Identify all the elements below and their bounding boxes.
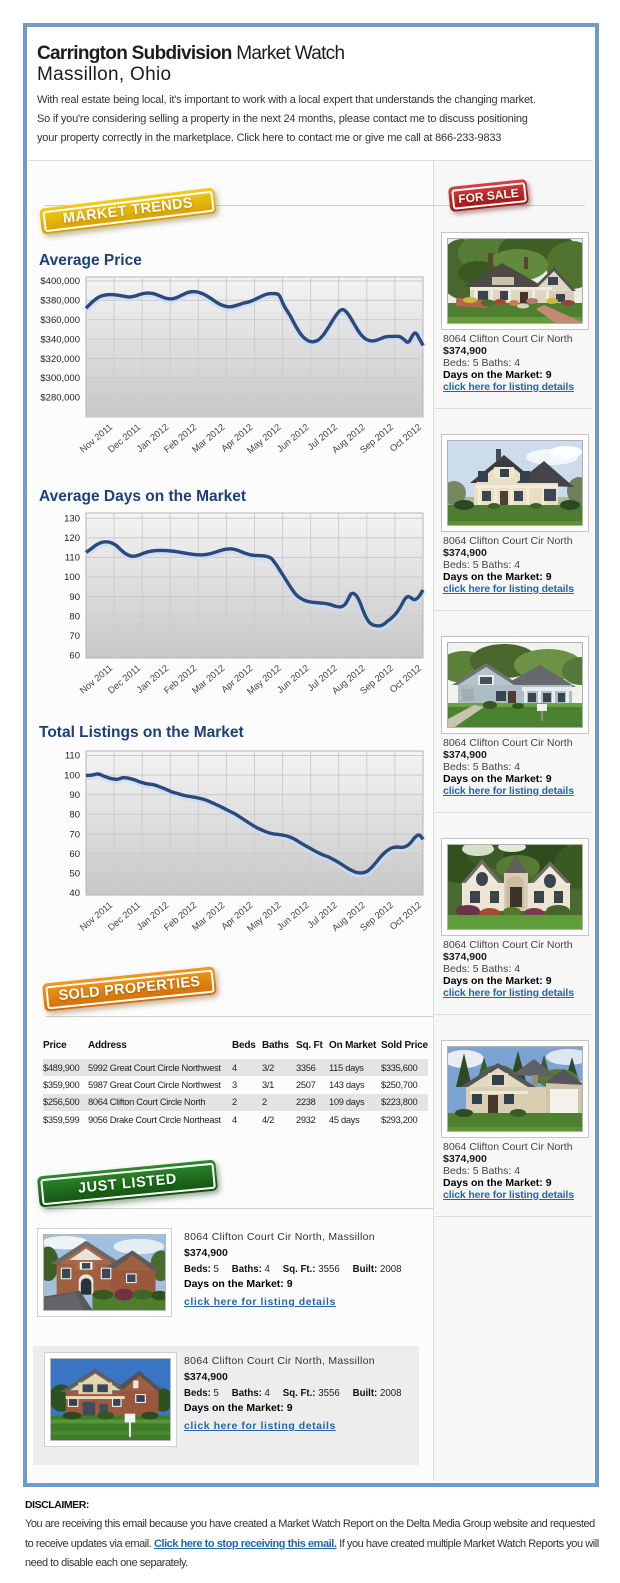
svg-text:130: 130 <box>64 514 80 525</box>
svg-text:$360,000: $360,000 <box>40 315 80 326</box>
svg-text:$300,000: $300,000 <box>40 373 80 384</box>
svg-text:$380,000: $380,000 <box>40 296 80 307</box>
svg-text:80: 80 <box>69 810 80 821</box>
svg-text:$320,000: $320,000 <box>40 354 80 365</box>
svg-text:Jun 2012: Jun 2012 <box>275 663 311 695</box>
svg-text:90: 90 <box>69 592 80 603</box>
svg-text:60: 60 <box>69 849 80 860</box>
svg-text:110: 110 <box>65 553 80 564</box>
svg-text:Oct 2012: Oct 2012 <box>388 900 423 932</box>
svg-text:90: 90 <box>69 790 80 801</box>
svg-text:Jun 2012: Jun 2012 <box>275 422 311 454</box>
svg-text:110: 110 <box>65 751 80 762</box>
svg-text:Oct 2012: Oct 2012 <box>388 663 423 695</box>
svg-text:80: 80 <box>69 611 80 622</box>
svg-text:50: 50 <box>69 869 80 880</box>
svg-text:$340,000: $340,000 <box>40 334 80 345</box>
svg-text:60: 60 <box>69 651 80 662</box>
svg-text:Jun 2012: Jun 2012 <box>275 900 311 932</box>
svg-text:40: 40 <box>69 888 80 899</box>
svg-text:120: 120 <box>64 533 80 544</box>
svg-text:$280,000: $280,000 <box>40 393 80 404</box>
svg-text:70: 70 <box>69 631 80 642</box>
svg-text:Oct 2012: Oct 2012 <box>388 422 423 454</box>
svg-text:100: 100 <box>64 770 80 781</box>
svg-text:100: 100 <box>64 572 80 583</box>
svg-text:70: 70 <box>69 829 80 840</box>
svg-text:$400,000: $400,000 <box>40 276 80 287</box>
